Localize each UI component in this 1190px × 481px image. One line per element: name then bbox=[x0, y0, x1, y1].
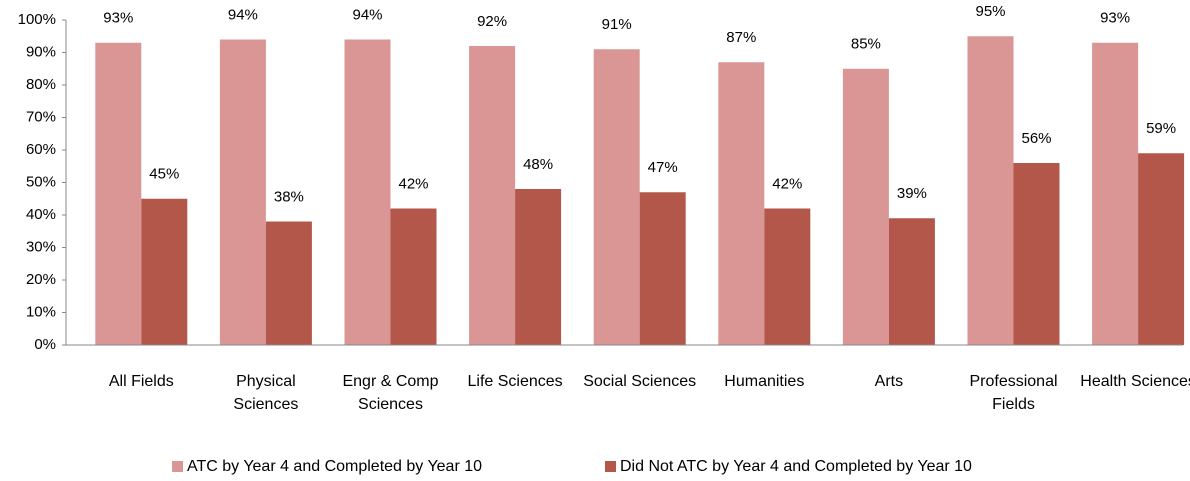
value-label: 42% bbox=[398, 175, 428, 192]
y-tick-label: 80% bbox=[26, 76, 56, 93]
value-label: 91% bbox=[602, 16, 632, 33]
y-tick-label: 40% bbox=[26, 206, 56, 223]
x-tick-label: Life Sciences bbox=[467, 373, 563, 390]
bar bbox=[639, 192, 686, 345]
y-tick-label: 50% bbox=[26, 173, 56, 190]
value-label: 87% bbox=[726, 29, 756, 46]
x-tick-label: Arts bbox=[874, 373, 904, 390]
bar bbox=[967, 36, 1014, 345]
bar bbox=[141, 198, 188, 345]
legend-label: ATC by Year 4 and Completed by Year 10 bbox=[187, 458, 482, 475]
value-label: 56% bbox=[1021, 130, 1051, 147]
x-tick-label: Engr & Comp Sciences bbox=[342, 373, 439, 413]
bar bbox=[718, 62, 765, 345]
x-tick-label: Humanities bbox=[724, 373, 805, 390]
value-label: 93% bbox=[103, 10, 133, 27]
value-label: 48% bbox=[523, 156, 553, 173]
bar bbox=[390, 208, 437, 345]
value-label: 93% bbox=[1100, 10, 1130, 27]
y-tick-label: 30% bbox=[26, 238, 56, 255]
bar bbox=[95, 42, 142, 345]
bar bbox=[1138, 153, 1185, 345]
legend-label: Did Not ATC by Year 4 and Completed by Y… bbox=[620, 458, 972, 475]
x-tick-label: Social Sciences bbox=[583, 373, 697, 390]
y-tick-label: 100% bbox=[18, 11, 56, 28]
bar bbox=[1092, 42, 1139, 345]
y-tick-label: 90% bbox=[26, 43, 56, 60]
value-label: 39% bbox=[897, 185, 927, 202]
y-tick-label: 60% bbox=[26, 141, 56, 158]
bar bbox=[344, 39, 391, 345]
bar bbox=[888, 218, 935, 345]
bar bbox=[842, 68, 889, 345]
y-tick-label: 10% bbox=[26, 303, 56, 320]
value-label: 42% bbox=[772, 175, 802, 192]
bar bbox=[593, 49, 640, 345]
value-label: 95% bbox=[975, 3, 1005, 20]
value-label: 94% bbox=[228, 6, 258, 23]
bar bbox=[1013, 163, 1060, 345]
bar bbox=[764, 208, 811, 345]
bar bbox=[219, 39, 266, 345]
legend-swatch bbox=[605, 461, 616, 472]
x-tick-label: Physical Sciences bbox=[233, 373, 299, 413]
bar bbox=[469, 46, 516, 345]
bar bbox=[515, 189, 562, 345]
value-label: 47% bbox=[648, 159, 678, 176]
y-tick-label: 20% bbox=[26, 271, 56, 288]
x-tick-label: Professional Fields bbox=[969, 373, 1058, 413]
y-tick-label: 70% bbox=[26, 108, 56, 125]
bar bbox=[265, 221, 312, 345]
value-label: 38% bbox=[274, 188, 304, 205]
value-label: 59% bbox=[1146, 120, 1176, 137]
value-label: 94% bbox=[352, 6, 382, 23]
value-label: 92% bbox=[477, 13, 507, 30]
value-label: 85% bbox=[851, 36, 881, 53]
legend-swatch bbox=[172, 461, 183, 472]
x-tick-label: All Fields bbox=[108, 373, 174, 390]
x-tick-label: Health Sciences bbox=[1080, 373, 1190, 390]
y-tick-label: 0% bbox=[34, 336, 56, 353]
value-label: 45% bbox=[149, 166, 179, 183]
